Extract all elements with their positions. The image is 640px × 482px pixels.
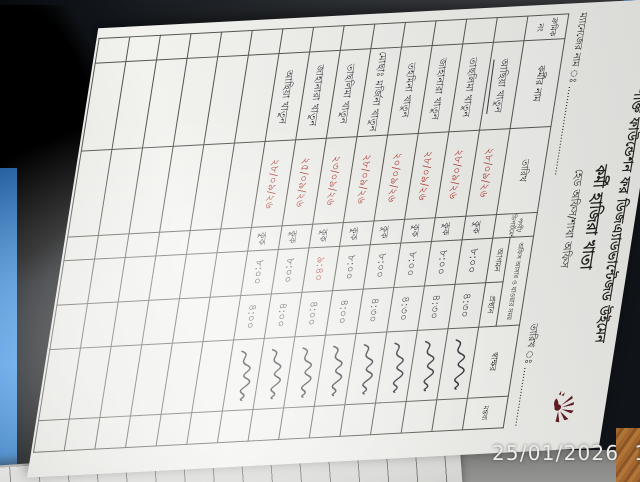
table-row: আছিয়া খাতুন ২৮/০৯/২৬ কুক ৮:০০ ৪:০০ <box>217 27 314 443</box>
table-row: তাছলিমা খাতুন ২৮/০৯/২৬ কুক ৮:০০ ৪:৩০ <box>401 17 498 434</box>
cell-serial <box>432 19 467 46</box>
table-row: মোছাঃ মর্জিনা খাতুন ২৮/০৯/২৬ কুক ৮:০০ ৪:০০ <box>309 22 406 438</box>
cell-remarks <box>401 399 437 434</box>
cell-designation <box>94 233 129 260</box>
shakti-foundation-hand-logo-icon <box>553 390 575 423</box>
cell-remarks <box>431 398 468 432</box>
camera-timestamp-date: 25/01/2026 <box>492 441 620 465</box>
col-header-remarks: মন্তব্য <box>462 396 509 430</box>
cell-designation: কুক <box>308 222 344 248</box>
cell-designation <box>186 229 221 255</box>
signature-scribble-icon <box>454 338 466 390</box>
register-page: শক্তি ফাউন্ডেশন ফর ডিজএ্যাডভান্টেজড উইমে… <box>27 0 640 478</box>
cell-remarks <box>339 403 376 437</box>
signature-scribble-icon <box>240 350 252 401</box>
cell-serial <box>493 16 528 43</box>
cell-serial <box>462 17 498 44</box>
cell-serial <box>217 30 253 57</box>
cell-designation: কুক <box>278 224 313 250</box>
table-row: জাহানারা খাতুন ২৫/০৯/২৬ কুক ৮:০০ ৪:০০ <box>247 25 345 442</box>
cell-designation: কুক <box>247 225 283 252</box>
notebook-blue-cover-edge <box>0 168 17 482</box>
cell-remarks <box>247 407 284 442</box>
cell-remarks <box>125 414 162 448</box>
signature-scribble-icon <box>301 346 313 398</box>
cell-signature <box>344 331 387 405</box>
cell-remarks <box>156 412 192 446</box>
signature-scribble-icon <box>332 345 344 396</box>
cell-serial <box>278 27 314 54</box>
cell-serial <box>370 22 406 49</box>
cell-signature <box>222 338 265 412</box>
cell-designation <box>63 235 99 261</box>
cell-remarks <box>94 415 131 450</box>
cell-serial <box>187 32 222 59</box>
cell-serial <box>156 33 192 61</box>
cell-remarks <box>33 419 70 453</box>
signature-scribble-icon <box>424 340 436 391</box>
cell-serial <box>95 36 130 64</box>
signature-scribble-icon <box>362 343 374 395</box>
signature-scribble-icon <box>393 342 405 393</box>
cell-signature <box>314 333 357 407</box>
cell-remarks <box>186 411 223 445</box>
cell-designation: কুক <box>339 220 374 247</box>
table-row: তহমিনা খাতুন ২০/০৯/২৬ কুক ৮:০০ ৪:৩০ <box>339 20 437 437</box>
cell-signature <box>406 328 449 402</box>
attendance-table: ক্রমিক নং কর্মীর নাম তারিখ পদবী/ডিপার্টম… <box>33 13 569 453</box>
cell-serial <box>401 20 437 48</box>
camera-timestamp-time: 17:46 <box>634 441 640 465</box>
table-row: আছিয়া খাতুন ২৮/০৯/২৬ কুক ৮:০০ ৪:৩০ <box>431 16 528 432</box>
cell-designation <box>125 232 160 258</box>
cell-signature <box>375 330 418 404</box>
table-body: আছিয়া খাতুন ২৮/০৯/২৬ কুক ৮:০০ ৪:৩০ তাছলিমা … <box>33 16 528 453</box>
wood-table-corner <box>616 428 640 482</box>
cell-signature <box>283 335 326 408</box>
cell-remarks <box>309 404 345 438</box>
cell-designation: কুক <box>431 216 466 242</box>
col-header-serial: ক্রমিক নং <box>524 13 569 41</box>
cell-remarks <box>64 417 100 451</box>
page-header: শক্তি ফাউন্ডেশন ফর ডিজএ্যাডভান্টেজড উইমে… <box>503 0 640 453</box>
cell-signature <box>436 327 479 400</box>
signature-scribble-icon <box>270 348 282 399</box>
cell-serial <box>248 28 283 56</box>
cell-remarks <box>370 401 407 435</box>
cell-remarks <box>217 409 253 443</box>
cell-designation: কুক <box>370 219 405 245</box>
date-label: তারিখ ঃ <box>521 323 540 365</box>
cell-serial <box>309 25 345 52</box>
camera-timestamp-overlay: 25/01/2026 17:46 <box>492 441 640 465</box>
cell-designation: কুক <box>400 217 436 244</box>
table-row: তাছলিমা খাতুন ২৩/০৯/২৬ কুক ৯:৪০ ৪:০০ <box>278 24 375 440</box>
cell-designation <box>217 227 252 253</box>
cell-serial <box>125 35 161 62</box>
cell-designation <box>155 230 191 256</box>
cell-remarks <box>278 406 315 440</box>
cell-signature <box>252 336 295 410</box>
cell-serial <box>340 24 375 51</box>
col-header-designation: পদবী/ডিপার্টমেন্ট <box>492 212 538 239</box>
cell-designation: কুক <box>462 214 497 240</box>
table-row: জাহানারা খাতুন ২৮/০৯/২৬ কুক ৮:০০ ৪:৩০ <box>370 19 467 435</box>
